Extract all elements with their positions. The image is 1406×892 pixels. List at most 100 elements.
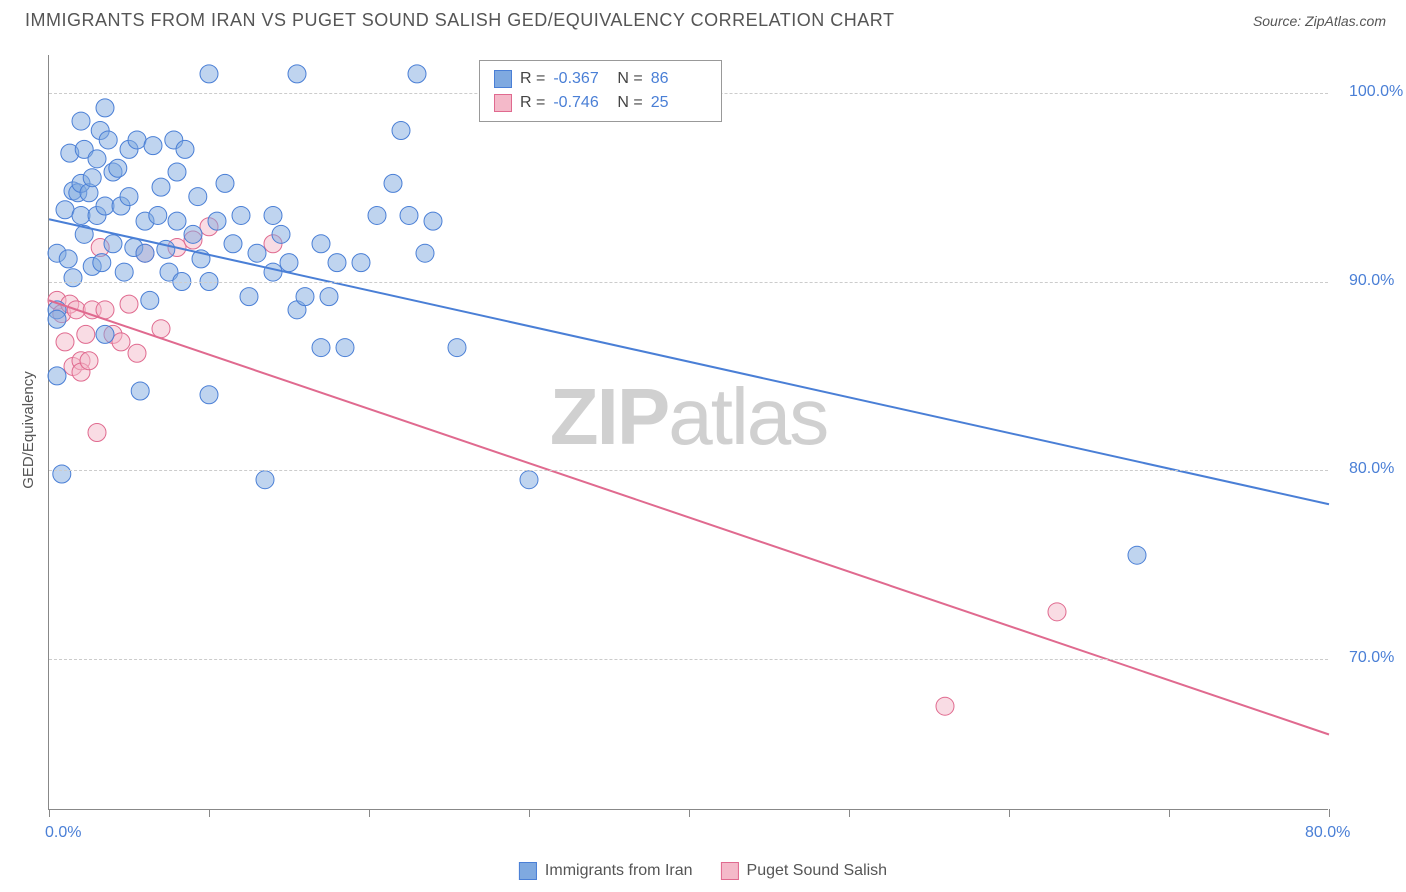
plot-svg [49, 55, 1328, 809]
legend-label: Immigrants from Iran [545, 862, 693, 880]
legend-label: Puget Sound Salish [747, 862, 888, 880]
y-tick-label: 90.0% [1349, 272, 1394, 290]
x-tick [369, 809, 370, 817]
data-point [1128, 546, 1146, 564]
correlation-legend: R = -0.367 N = 86 R = -0.746 N = 25 [479, 60, 722, 122]
r-label: R = [520, 91, 545, 115]
data-point [368, 206, 386, 224]
data-point [115, 263, 133, 281]
data-point [96, 99, 114, 117]
data-point [288, 65, 306, 83]
data-point [72, 112, 90, 130]
data-point [72, 206, 90, 224]
n-label: N = [617, 67, 642, 91]
r-value: -0.367 [553, 67, 609, 91]
data-point [520, 471, 538, 489]
y-tick-label: 70.0% [1349, 649, 1394, 667]
x-tick [529, 809, 530, 817]
data-point [392, 122, 410, 140]
data-point [408, 65, 426, 83]
legend-swatch-icon [494, 70, 512, 88]
x-tick [1329, 809, 1330, 817]
data-point [264, 263, 282, 281]
data-point [99, 131, 117, 149]
data-point [96, 325, 114, 343]
data-point [93, 254, 111, 272]
data-point [168, 212, 186, 230]
gridline [49, 470, 1328, 471]
data-point [312, 339, 330, 357]
data-point [53, 465, 71, 483]
data-point [312, 235, 330, 253]
data-point [112, 333, 130, 351]
x-tick [689, 809, 690, 817]
data-point [144, 137, 162, 155]
data-point [96, 197, 114, 215]
data-point [1048, 603, 1066, 621]
data-point [232, 206, 250, 224]
y-axis-label: GED/Equivalency [20, 371, 37, 489]
legend-row: R = -0.746 N = 25 [494, 91, 707, 115]
data-point [384, 174, 402, 192]
r-label: R = [520, 67, 545, 91]
data-point [109, 159, 127, 177]
legend-swatch-icon [721, 862, 739, 880]
data-point [131, 382, 149, 400]
gridline [49, 659, 1328, 660]
data-point [120, 295, 138, 313]
data-point [240, 288, 258, 306]
x-tick [1009, 809, 1010, 817]
data-point [48, 367, 66, 385]
data-point [224, 235, 242, 253]
data-point [176, 140, 194, 158]
data-point [141, 291, 159, 309]
x-tick [1169, 809, 1170, 817]
y-tick-label: 80.0% [1349, 460, 1394, 478]
data-point [336, 339, 354, 357]
chart-title: IMMIGRANTS FROM IRAN VS PUGET SOUND SALI… [25, 10, 894, 31]
data-point [184, 225, 202, 243]
data-point [272, 225, 290, 243]
data-point [104, 235, 122, 253]
source-label: Source: ZipAtlas.com [1253, 13, 1386, 29]
regression-line [49, 219, 1329, 504]
data-point [320, 288, 338, 306]
n-label: N = [617, 91, 642, 115]
data-point [56, 201, 74, 219]
y-tick-label: 100.0% [1349, 83, 1403, 101]
data-point [264, 206, 282, 224]
data-point [88, 424, 106, 442]
data-point [80, 352, 98, 370]
data-point [448, 339, 466, 357]
data-point [189, 188, 207, 206]
data-point [83, 169, 101, 187]
n-value: 25 [651, 91, 707, 115]
gridline [49, 282, 1328, 283]
n-value: 86 [651, 67, 707, 91]
data-point [200, 65, 218, 83]
x-tick-label: 80.0% [1305, 824, 1350, 842]
chart-plot-area: ZIPatlas R = -0.367 N = 86 R = -0.746 N … [48, 55, 1328, 810]
data-point [400, 206, 418, 224]
data-point [424, 212, 442, 230]
data-point [296, 288, 314, 306]
data-point [152, 178, 170, 196]
legend-swatch-icon [494, 94, 512, 112]
regression-line [49, 300, 1329, 734]
series-legend: Immigrants from Iran Puget Sound Salish [519, 862, 887, 880]
r-value: -0.746 [553, 91, 609, 115]
legend-item: Puget Sound Salish [721, 862, 888, 880]
legend-item: Immigrants from Iran [519, 862, 693, 880]
data-point [77, 325, 95, 343]
data-point [56, 333, 74, 351]
data-point [216, 174, 234, 192]
data-point [416, 244, 434, 262]
x-tick [209, 809, 210, 817]
data-point [149, 206, 167, 224]
data-point [936, 697, 954, 715]
data-point [200, 386, 218, 404]
data-point [128, 131, 146, 149]
data-point [64, 269, 82, 287]
data-point [48, 310, 66, 328]
legend-row: R = -0.367 N = 86 [494, 67, 707, 91]
